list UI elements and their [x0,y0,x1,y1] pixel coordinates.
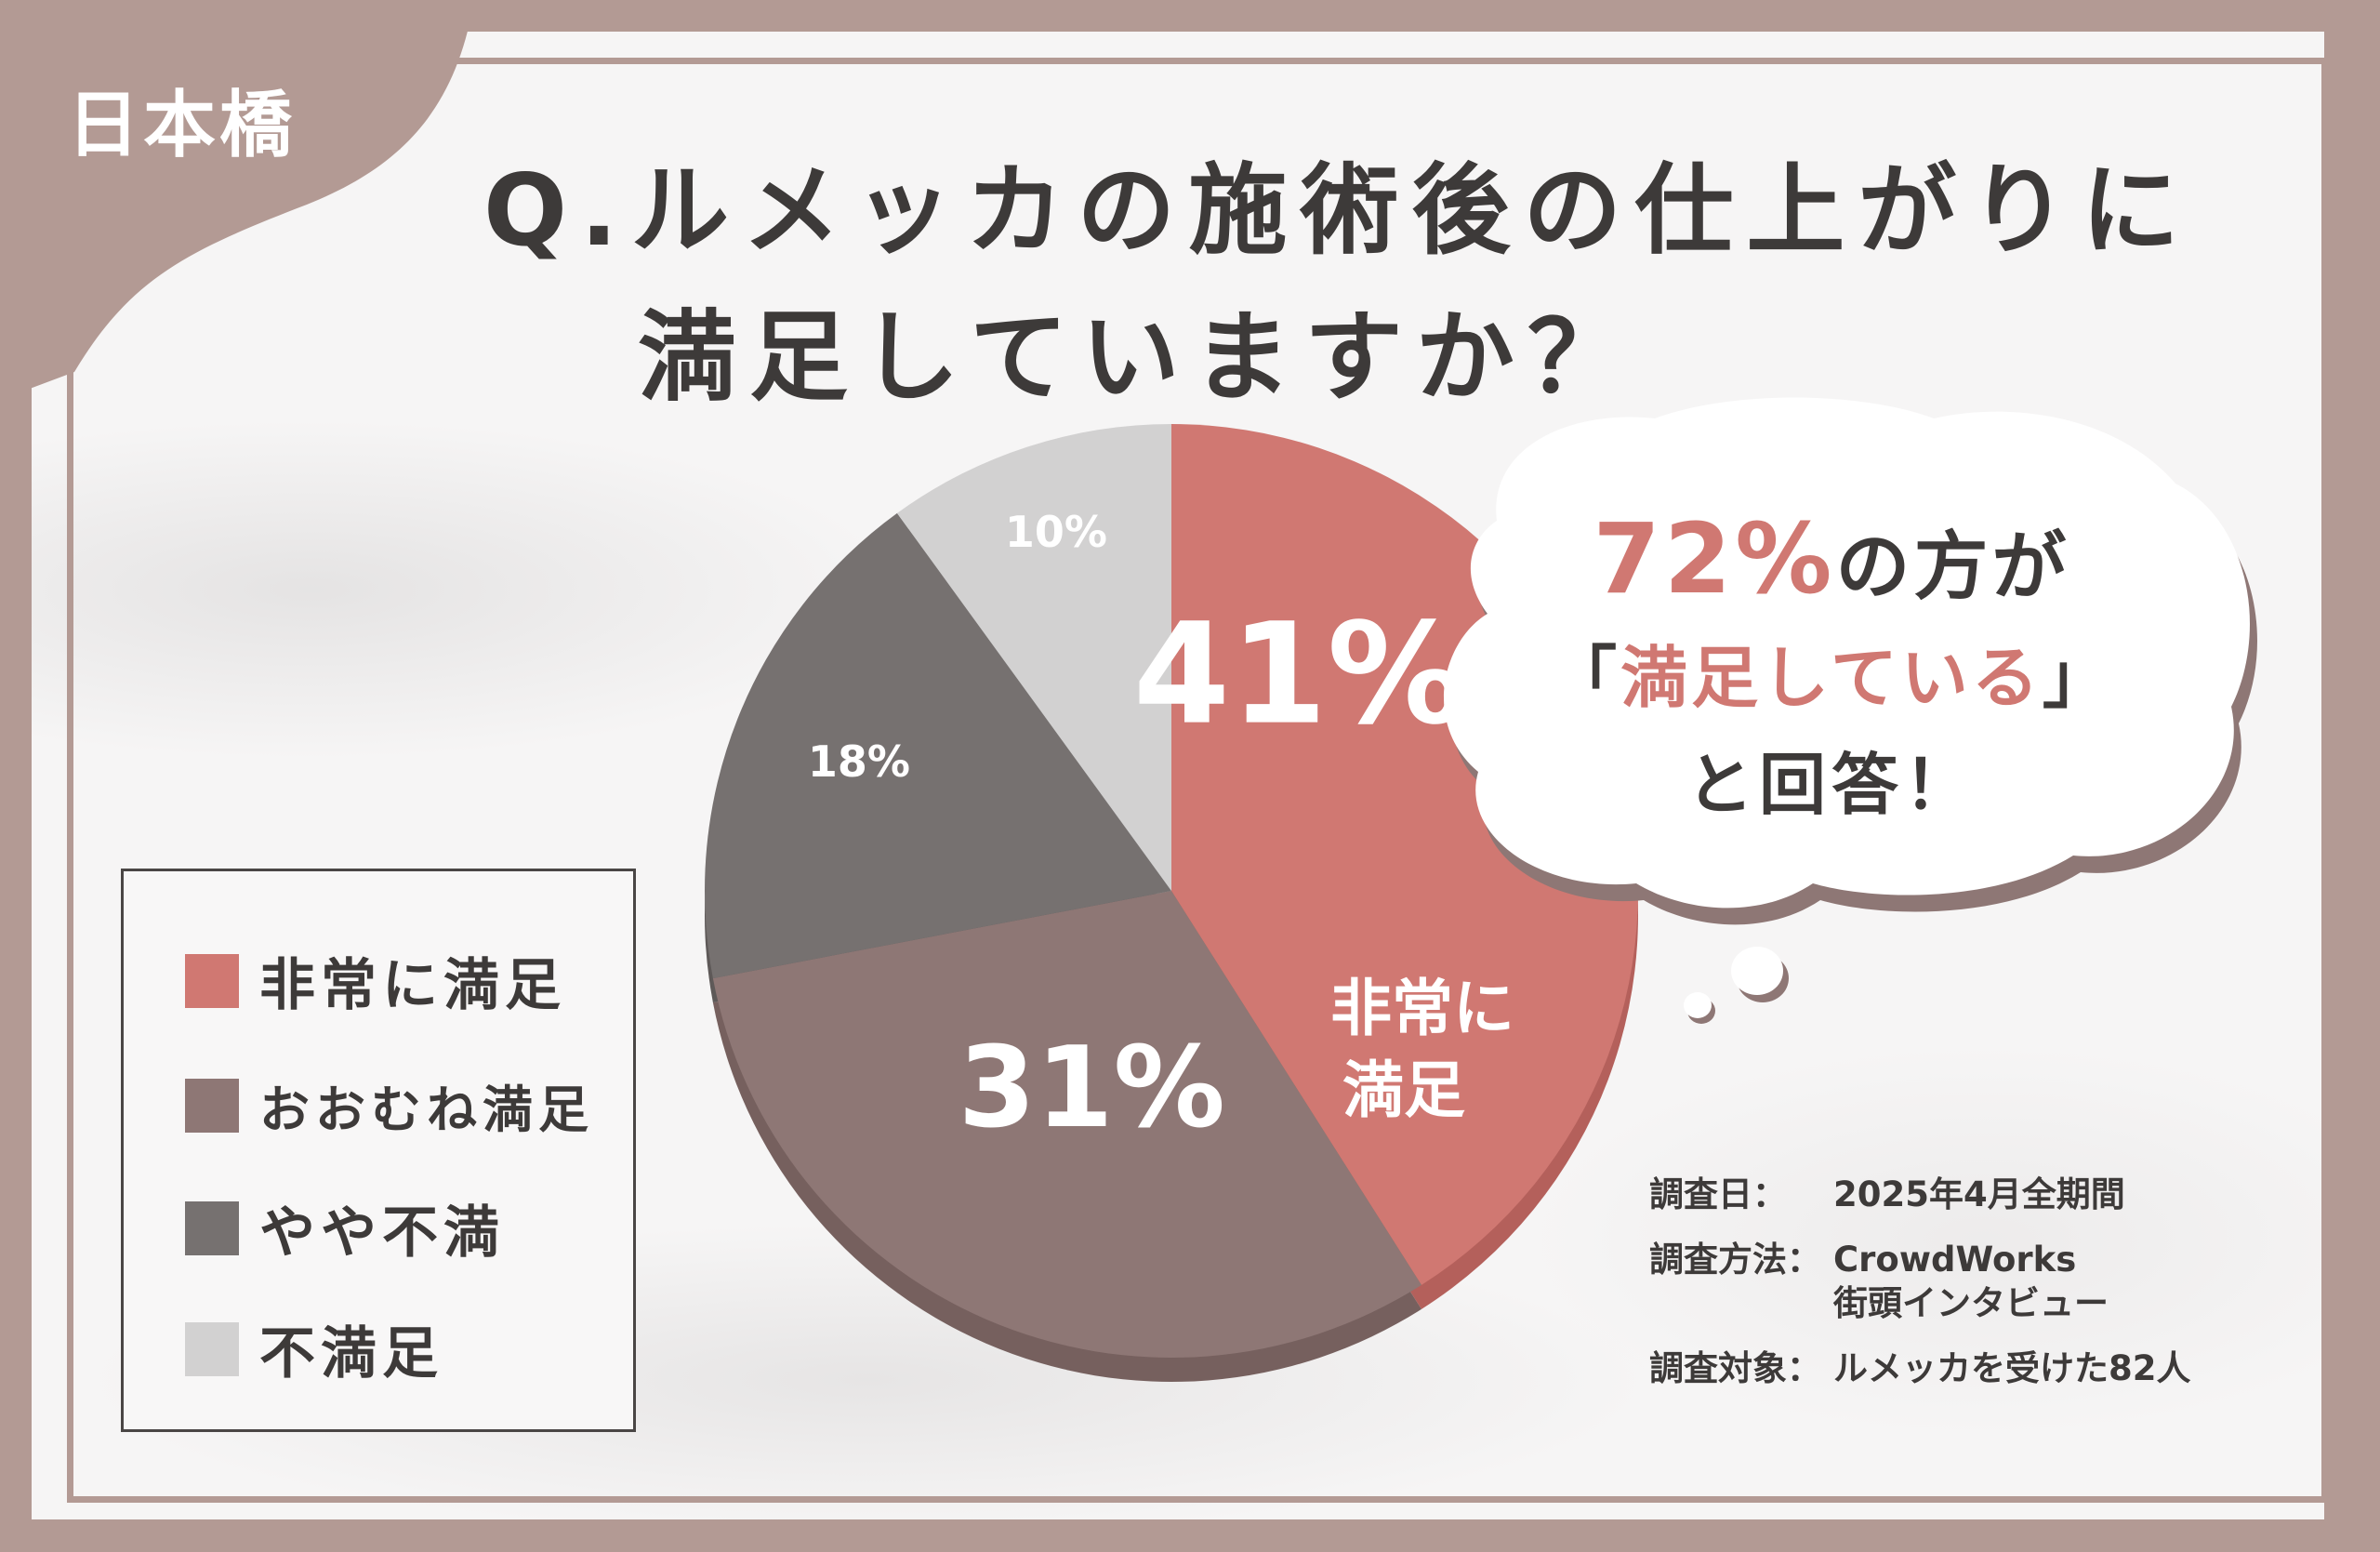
callout-close-bracket: 」 [2042,639,2113,717]
callout-line2: 「満足している」 [1450,623,2213,721]
legend-label: やや不満 [259,1200,505,1266]
survey-method-row: 調査方法： CrowdWorks 街頭インタビュー [1649,1239,2191,1325]
pie-slice-3 [705,512,1171,979]
pie-slice-2 [712,891,1421,1358]
question-title-line2: 満足していますか？ [638,300,1639,415]
inner-frame [67,58,2328,1503]
corner-decoration [0,0,474,400]
question-title-line1: Q.ルメッカの施術後の仕上がりに [483,153,2193,268]
pie-slice-caption: 満足 [1342,1055,1465,1126]
callout-quote: 満足している [1620,639,2043,717]
survey-date-key: 調査日： [1649,1174,1787,1214]
legend-item-mostly-satisfied: おおむね満足 [185,1068,594,1142]
legend-item-unsatisfied: 不満足 [185,1308,443,1389]
survey-info: 調査日： 2025年4月全期間 調査方法： CrowdWorks 街頭インタビュ… [1649,1174,2191,1413]
callout-text: 72%の方が 「満足している」 と回答！ [1450,502,2213,828]
speech-bubble [1443,397,2250,909]
legend-label: おおむね満足 [259,1081,594,1139]
legend-swatch [185,953,239,1008]
survey-method-value-line2: 街頭インタビュー [1833,1282,2109,1323]
location-badge: 日本橋 [67,84,297,167]
pie-slice-caption: 非常に [1330,973,1514,1044]
pie-percent-label: 41% [1133,594,1467,756]
pie-percent-label: 18% [808,736,910,787]
legend-swatch [185,1321,239,1376]
callout-line1: 72%の方が [1450,502,2213,616]
callout-line1-rest: の方が [1835,524,2070,610]
legend-swatch [185,1200,239,1255]
chart-legend: 非常に満足 おおむね満足 やや不満 不満足 [121,869,636,1432]
survey-method-key: 調査方法： [1649,1240,1821,1280]
callout-line3: と回答！ [1686,746,1977,824]
survey-date-row: 調査日： 2025年4月全期間 [1649,1174,2191,1216]
bubble-dot-small [1684,992,1712,1018]
survey-method-value: CrowdWorks 街頭インタビュー [1833,1239,2109,1325]
legend-item-somewhat-unsatisfied: やや不満 [185,1187,505,1268]
legend-item-very-satisfied: 非常に満足 [185,940,566,1021]
callout-percent: 72% [1593,502,1836,616]
survey-target-value: ルメッカを受けた82人 [1833,1347,2191,1388]
pie-percent-label: 10% [1005,507,1107,557]
legend-label: 不満足 [259,1321,443,1386]
legend-label: 非常に満足 [259,953,566,1018]
pie-percent-label: 31% [959,1024,1225,1153]
pie-slice-4 [896,424,1171,891]
legend-swatch [185,1078,239,1133]
bubble-dot-large [1731,947,1783,995]
survey-target-row: 調査対象： ルメッカを受けた82人 [1649,1347,2191,1390]
survey-method-value-line1: CrowdWorks [1833,1240,2077,1280]
callout-open-bracket: 「 [1550,639,1621,717]
survey-date-value: 2025年4月全期間 [1833,1174,2125,1214]
survey-target-key: 調査対象： [1649,1347,1821,1388]
